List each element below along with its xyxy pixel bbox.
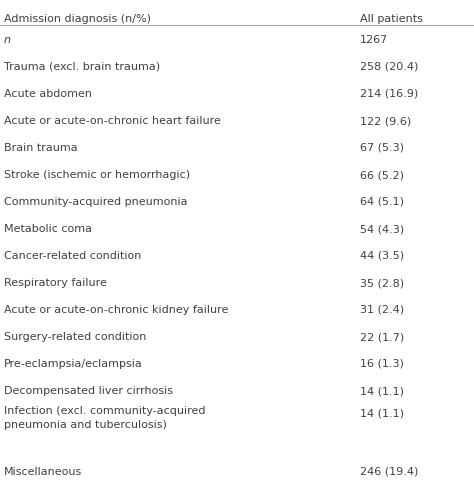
Text: pneumonia and tuberculosis): pneumonia and tuberculosis) bbox=[4, 419, 167, 429]
Text: 54 (4.3): 54 (4.3) bbox=[360, 224, 404, 233]
Text: Brain trauma: Brain trauma bbox=[4, 143, 77, 152]
Text: 1267: 1267 bbox=[360, 35, 389, 45]
Text: Acute or acute-on-chronic heart failure: Acute or acute-on-chronic heart failure bbox=[4, 116, 221, 126]
Text: Pre-eclampsia/eclampsia: Pre-eclampsia/eclampsia bbox=[4, 358, 143, 368]
Text: Respiratory failure: Respiratory failure bbox=[4, 277, 107, 287]
Text: 16 (1.3): 16 (1.3) bbox=[360, 358, 404, 368]
Text: Decompensated liver cirrhosis: Decompensated liver cirrhosis bbox=[4, 385, 173, 395]
Text: Stroke (ischemic or hemorrhagic): Stroke (ischemic or hemorrhagic) bbox=[4, 170, 190, 180]
Text: 246 (19.4): 246 (19.4) bbox=[360, 466, 419, 476]
Text: Admission diagnosis (n/%): Admission diagnosis (n/%) bbox=[4, 14, 151, 24]
Text: Acute abdomen: Acute abdomen bbox=[4, 89, 92, 99]
Text: 122 (9.6): 122 (9.6) bbox=[360, 116, 411, 126]
Text: Infection (excl. community-acquired: Infection (excl. community-acquired bbox=[4, 406, 205, 415]
Text: Acute or acute-on-chronic kidney failure: Acute or acute-on-chronic kidney failure bbox=[4, 304, 228, 314]
Text: Miscellaneous: Miscellaneous bbox=[4, 466, 82, 476]
Text: 258 (20.4): 258 (20.4) bbox=[360, 62, 419, 72]
Text: 35 (2.8): 35 (2.8) bbox=[360, 277, 404, 287]
Text: 14 (1.1): 14 (1.1) bbox=[360, 408, 404, 418]
Text: Cancer-related condition: Cancer-related condition bbox=[4, 251, 141, 260]
Text: All patients: All patients bbox=[360, 14, 423, 24]
Text: Surgery-related condition: Surgery-related condition bbox=[4, 332, 146, 341]
Text: Metabolic coma: Metabolic coma bbox=[4, 224, 92, 233]
Text: 67 (5.3): 67 (5.3) bbox=[360, 143, 404, 152]
Text: 66 (5.2): 66 (5.2) bbox=[360, 170, 404, 180]
Text: Trauma (excl. brain trauma): Trauma (excl. brain trauma) bbox=[4, 62, 160, 72]
Text: n: n bbox=[4, 35, 11, 45]
Text: 64 (5.1): 64 (5.1) bbox=[360, 197, 404, 207]
Text: 214 (16.9): 214 (16.9) bbox=[360, 89, 419, 99]
Text: 31 (2.4): 31 (2.4) bbox=[360, 304, 404, 314]
Text: 14 (1.1): 14 (1.1) bbox=[360, 385, 404, 395]
Text: 44 (3.5): 44 (3.5) bbox=[360, 251, 404, 260]
Text: 22 (1.7): 22 (1.7) bbox=[360, 332, 404, 341]
Text: Community-acquired pneumonia: Community-acquired pneumonia bbox=[4, 197, 187, 207]
